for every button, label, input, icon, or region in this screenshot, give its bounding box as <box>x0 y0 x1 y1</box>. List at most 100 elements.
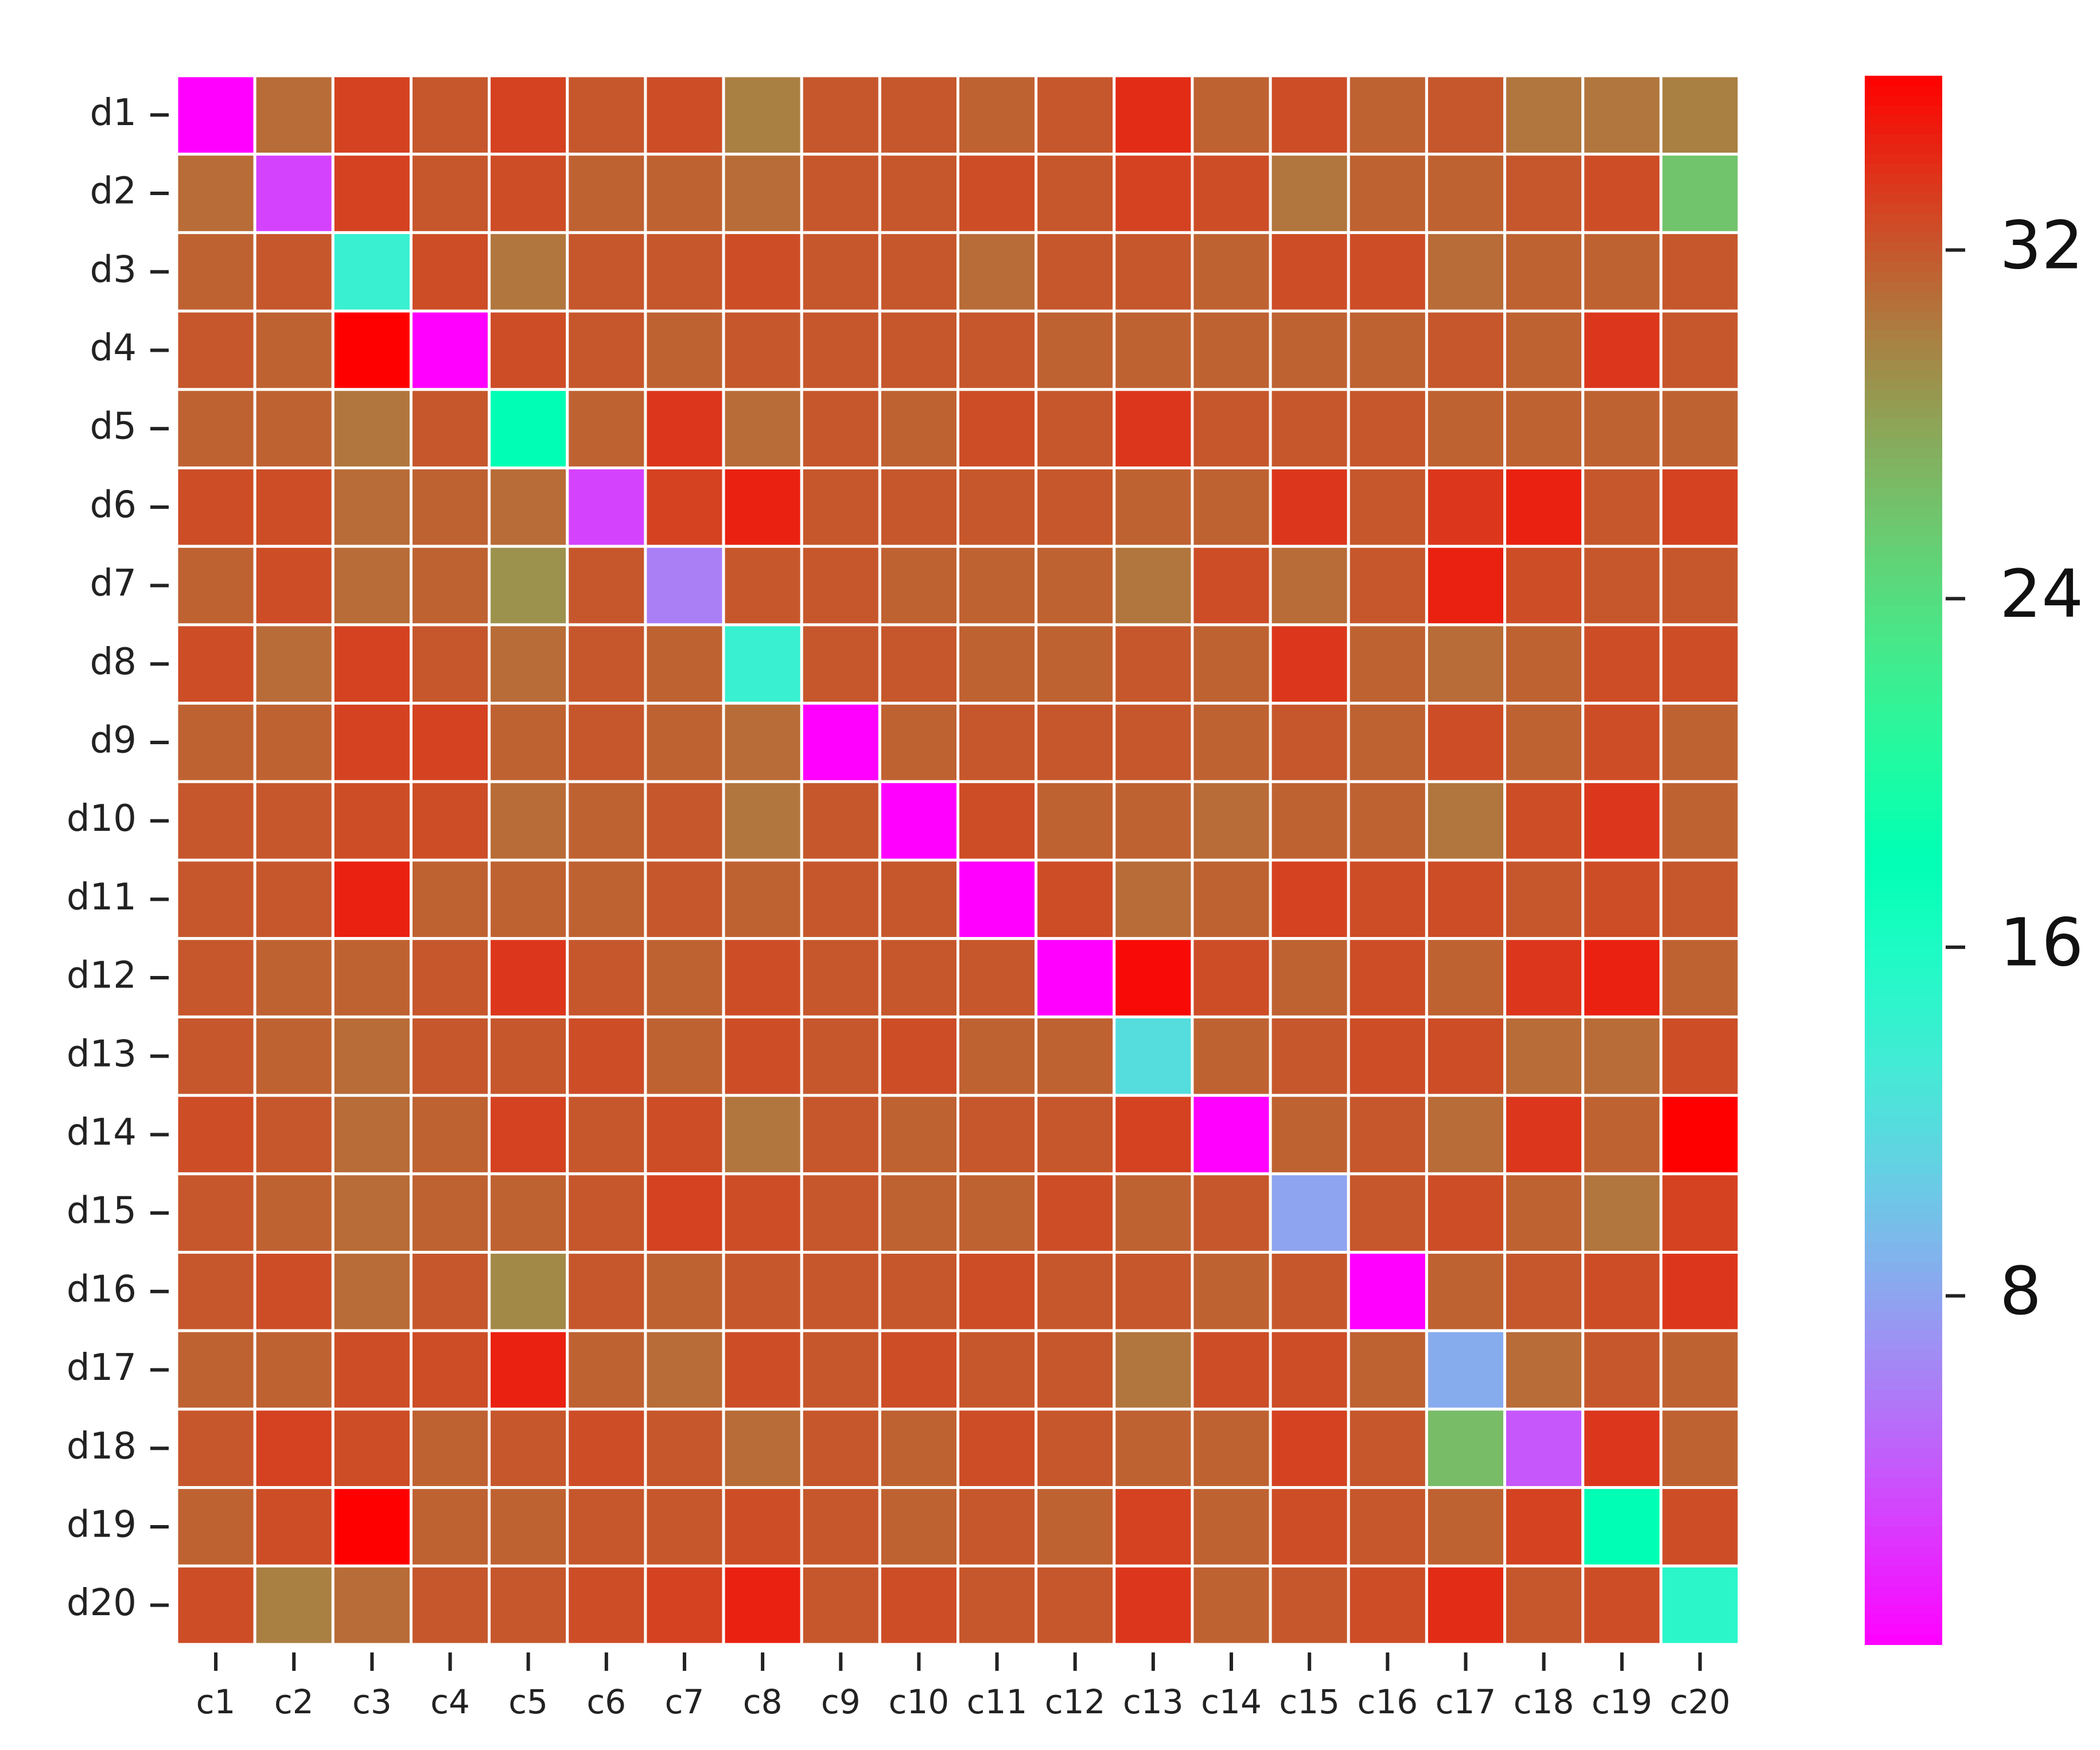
heatmap-cell-d12-c5 <box>488 937 569 1018</box>
y-tick-label-d19: d19 <box>67 1504 137 1546</box>
colorbar-segment <box>1865 860 1942 871</box>
heatmap-cell-d11-c11 <box>956 858 1038 940</box>
heatmap-cell-d16-c17 <box>1425 1251 1507 1332</box>
heatmap-cell-d7-c18 <box>1503 545 1585 627</box>
heatmap-cell-d17-c1 <box>175 1329 256 1411</box>
heatmap-cell-d11-c14 <box>1191 858 1272 940</box>
heatmap-cell-d2-c13 <box>1113 153 1194 234</box>
heatmap-cell-d12-c14 <box>1191 937 1272 1018</box>
heatmap-cell-d14-c2 <box>253 1094 335 1176</box>
colorbar-segment <box>1865 213 1942 224</box>
heatmap-cell-d2-c20 <box>1659 153 1741 234</box>
colorbar-segment <box>1865 899 1942 910</box>
heatmap-cell-d6-c15 <box>1269 466 1350 548</box>
colorbar-segment <box>1865 1262 1942 1273</box>
heatmap-cell-d5-c16 <box>1347 388 1428 469</box>
heatmap-cell-d10-c3 <box>331 780 413 862</box>
colorbar-segment <box>1865 497 1942 508</box>
heatmap-cell-d7-c6 <box>566 545 647 627</box>
heatmap-cell-d1-c16 <box>1347 74 1428 156</box>
heatmap-cell-d15-c19 <box>1581 1172 1663 1254</box>
colorbar-segment <box>1865 1566 1942 1577</box>
heatmap-cell-d12-c6 <box>566 937 647 1018</box>
heatmap-cell-d19-c19 <box>1581 1486 1663 1568</box>
colorbar-segment <box>1865 1585 1942 1596</box>
colorbar-segment <box>1865 76 1942 87</box>
heatmap-cell-d2-c12 <box>1035 153 1116 234</box>
heatmap-cell-d3-c8 <box>722 231 803 313</box>
y-tick-label-d16: d16 <box>67 1268 137 1310</box>
heatmap-cell-d4-c10 <box>878 309 959 391</box>
heatmap-cell-d1-c14 <box>1191 74 1272 156</box>
heatmap-cell-d11-c13 <box>1113 858 1194 940</box>
heatmap-cell-d20-c11 <box>956 1564 1038 1646</box>
heatmap-cell-d7-c3 <box>331 545 413 627</box>
heatmap-cell-d6-c14 <box>1191 466 1272 548</box>
y-tick-label-d13: d13 <box>67 1033 137 1075</box>
heatmap-cell-d4-c4 <box>409 309 491 391</box>
heatmap-cell-d7-c14 <box>1191 545 1272 627</box>
heatmap-cell-d13-c18 <box>1503 1015 1585 1097</box>
heatmap-cell-d16-c16 <box>1347 1251 1428 1332</box>
heatmap-cell-d6-c19 <box>1581 466 1663 548</box>
colorbar-segment <box>1865 1134 1942 1145</box>
colorbar-segment <box>1865 203 1942 214</box>
heatmap-cell-d4-c2 <box>253 309 335 391</box>
heatmap-cell-d6-c6 <box>566 466 647 548</box>
heatmap-cell-d19-c20 <box>1659 1486 1741 1568</box>
colorbar-segment <box>1865 487 1942 498</box>
heatmap-cell-d1-c9 <box>800 74 881 156</box>
heatmap-cell-d4-c15 <box>1269 309 1350 391</box>
colorbar-segment <box>1865 271 1942 282</box>
heatmap-cell-d7-c16 <box>1347 545 1428 627</box>
colorbar-segment <box>1865 134 1942 145</box>
x-tick-label-c18: c18 <box>1514 1682 1574 1721</box>
colorbar-segment <box>1865 1252 1942 1263</box>
heatmap-cell-d15-c10 <box>878 1172 959 1254</box>
heatmap-cell-d8-c10 <box>878 623 959 705</box>
heatmap-cell-d14-c1 <box>175 1094 256 1176</box>
heatmap-cell-d9-c19 <box>1581 702 1663 783</box>
heatmap-cell-d11-c19 <box>1581 858 1663 940</box>
heatmap-cell-d17-c20 <box>1659 1329 1741 1411</box>
heatmap-cell-d2-c16 <box>1347 153 1428 234</box>
heatmap-cell-d5-c10 <box>878 388 959 469</box>
heatmap-cell-d7-c1 <box>175 545 256 627</box>
heatmap-cell-d10-c9 <box>800 780 881 862</box>
colorbar-segment <box>1865 634 1942 645</box>
colorbar-segment <box>1865 262 1942 273</box>
colorbar-segment <box>1865 1183 1942 1194</box>
heatmap-cell-d12-c12 <box>1035 937 1116 1018</box>
heatmap-cell-d17-c3 <box>331 1329 413 1411</box>
heatmap-cell-d14-c19 <box>1581 1094 1663 1176</box>
heatmap-cell-d19-c4 <box>409 1486 491 1568</box>
colorbar-segment <box>1865 507 1942 518</box>
heatmap-cell-d5-c4 <box>409 388 491 469</box>
colorbar-segment <box>1865 703 1942 714</box>
x-tick-label-c8: c8 <box>743 1682 783 1721</box>
heatmap-cell-d16-c15 <box>1269 1251 1350 1332</box>
heatmap-cell-d4-c9 <box>800 309 881 391</box>
colorbar-segment <box>1865 516 1942 528</box>
heatmap-cell-d4-c12 <box>1035 309 1116 391</box>
heatmap-cell-d1-c8 <box>722 74 803 156</box>
colorbar-segment <box>1865 1321 1942 1332</box>
heatmap-cell-d19-c18 <box>1503 1486 1585 1568</box>
heatmap-cell-d14-c11 <box>956 1094 1038 1176</box>
colorbar-segment <box>1865 1370 1942 1380</box>
heatmap-cell-d2-c15 <box>1269 153 1350 234</box>
x-tick-label-c14: c14 <box>1201 1682 1262 1721</box>
colorbar-segment <box>1865 1546 1942 1557</box>
heatmap-cell-d4-c17 <box>1425 309 1507 391</box>
heatmap-cell-d19-c14 <box>1191 1486 1272 1568</box>
heatmap-cell-d13-c10 <box>878 1015 959 1097</box>
heatmap-cell-d20-c15 <box>1269 1564 1350 1646</box>
colorbar-segment <box>1865 1281 1942 1292</box>
heatmap-cell-d17-c18 <box>1503 1329 1585 1411</box>
colorbar-segment <box>1865 919 1942 930</box>
y-tick-label-d8: d8 <box>90 641 137 683</box>
heatmap-cell-d1-c6 <box>566 74 647 156</box>
heatmap-cell-d5-c2 <box>253 388 335 469</box>
heatmap-cell-d6-c2 <box>253 466 335 548</box>
heatmap-cell-d13-c12 <box>1035 1015 1116 1097</box>
